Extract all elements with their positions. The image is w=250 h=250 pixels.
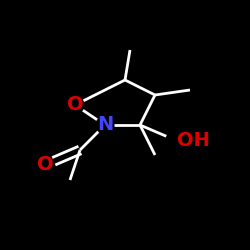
Text: N: N <box>97 116 113 134</box>
Text: O: O <box>37 156 53 174</box>
Text: O: O <box>67 96 83 114</box>
Text: OH: OH <box>178 130 210 150</box>
